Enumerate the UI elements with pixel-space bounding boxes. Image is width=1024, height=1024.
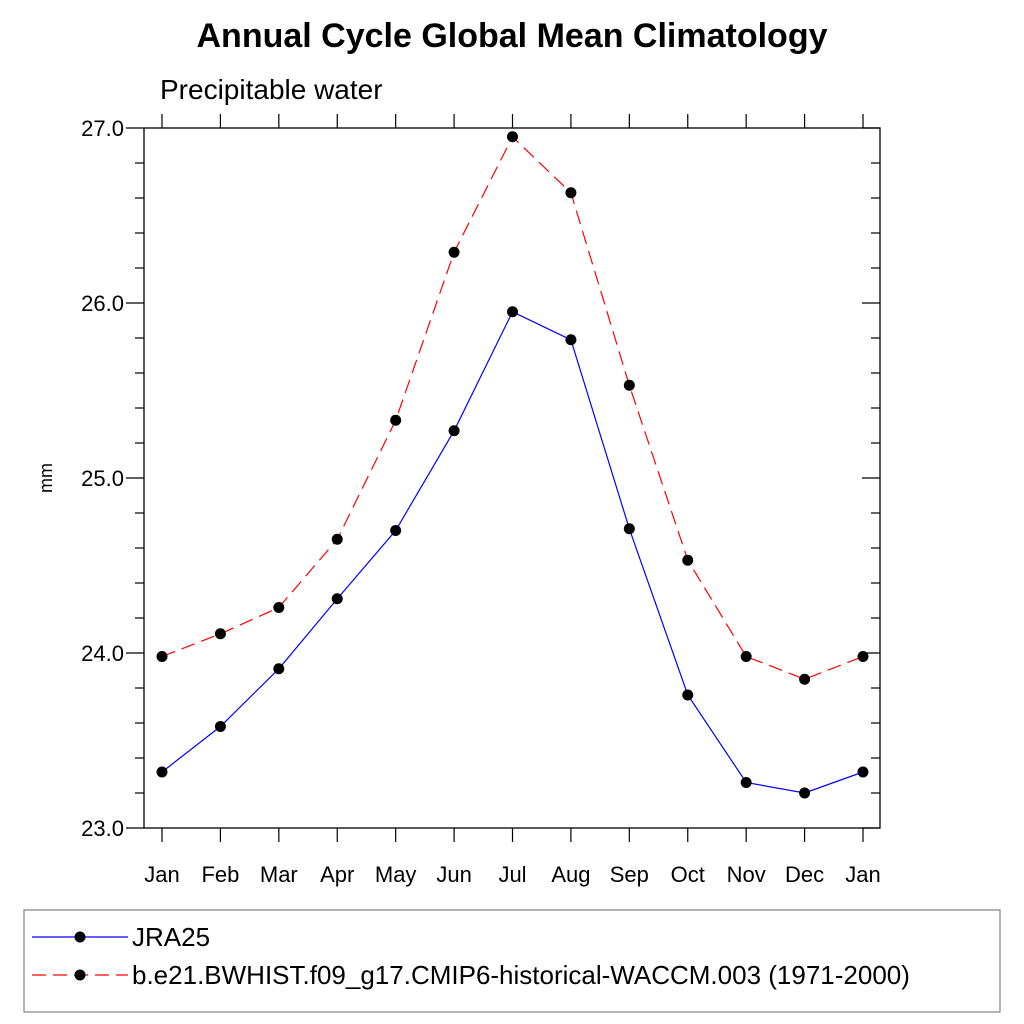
series-1 xyxy=(156,306,869,799)
chart-title: Annual Cycle Global Mean Climatology xyxy=(197,17,828,55)
y-tick-label: 23.0 xyxy=(81,816,124,841)
x-tick-label: Nov xyxy=(727,862,766,887)
x-tick-label: Jan xyxy=(144,862,179,887)
legend-box xyxy=(23,909,1001,1013)
data-point xyxy=(156,651,168,662)
legend-label: JRA25 xyxy=(132,922,210,952)
legend-items: JRA25 b.e21.BWHIST.f09_g17.CMIP6-historic… xyxy=(32,922,910,990)
x-tick-label: Jun xyxy=(436,862,471,887)
legend-swatch-marker xyxy=(74,931,86,943)
data-point xyxy=(214,628,226,640)
data-point xyxy=(799,787,811,799)
data-point xyxy=(331,533,343,545)
series-line xyxy=(161,135,864,680)
data-point xyxy=(565,334,577,346)
data-point xyxy=(623,379,635,391)
x-tick-label: Jan xyxy=(845,862,880,887)
data-point xyxy=(448,246,460,258)
axis-ticks xyxy=(126,114,880,842)
data-point xyxy=(390,414,402,426)
data-point xyxy=(682,689,694,701)
y-tick-label: 25.0 xyxy=(81,466,124,491)
plot-frame xyxy=(143,127,881,829)
x-tick-label: Jul xyxy=(498,862,526,887)
data-point xyxy=(740,777,752,788)
legend-label: b.e21.BWHIST.f09_g17.CMIP6-historical-WA… xyxy=(132,960,910,990)
x-tick-label: May xyxy=(375,862,417,887)
data-point xyxy=(857,766,869,778)
series-line xyxy=(161,311,864,794)
data-point xyxy=(623,523,635,535)
y-tick-labels: 23.0 24.0 25.0 26.0 27.0 xyxy=(81,116,124,841)
y-tick-label: 27.0 xyxy=(81,116,124,141)
legend-swatch-marker xyxy=(74,969,86,981)
data-point xyxy=(507,306,518,318)
legend: JRA25 b.e21.BWHIST.f09_g17.CMIP6-historic… xyxy=(23,909,1001,1013)
series-2 xyxy=(156,131,869,685)
chart-subtitle: Precipitable water xyxy=(160,74,383,105)
data-point xyxy=(857,651,869,662)
x-tick-label: Sep xyxy=(610,862,649,887)
data-point xyxy=(273,602,285,613)
y-tick-label: 24.0 xyxy=(81,641,124,666)
data-point xyxy=(799,673,811,685)
data-point xyxy=(331,593,343,605)
data-point xyxy=(273,663,285,675)
data-point xyxy=(156,766,168,778)
data-point xyxy=(448,425,460,437)
x-tick-labels: Jan Feb Mar Apr May Jun Jul Aug Sep Oct Nov Dec Jan xyxy=(144,862,880,887)
x-tick-label: Dec xyxy=(785,862,824,887)
series xyxy=(156,131,869,799)
data-point xyxy=(390,525,402,536)
data-point xyxy=(214,721,226,732)
x-tick-label: Mar xyxy=(260,862,298,887)
y-tick-label: 26.0 xyxy=(81,291,124,316)
data-point xyxy=(507,131,518,143)
data-point xyxy=(740,651,752,662)
data-point xyxy=(682,554,694,566)
data-point xyxy=(565,187,577,199)
legend-item-1: JRA25 xyxy=(32,922,210,952)
x-tick-label: Oct xyxy=(671,862,705,887)
x-tick-label: Apr xyxy=(320,862,354,887)
x-tick-label: Feb xyxy=(201,862,239,887)
legend-item-2: b.e21.BWHIST.f09_g17.CMIP6-historical-WA… xyxy=(32,960,910,990)
x-tick-label: Aug xyxy=(551,862,590,887)
y-axis-label: mm xyxy=(36,463,56,493)
